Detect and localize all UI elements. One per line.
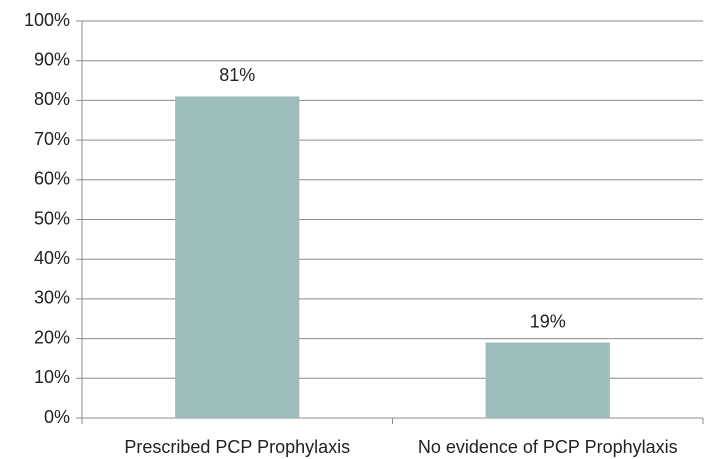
y-tick-label: 40% [34, 248, 70, 268]
y-tick-label: 70% [34, 129, 70, 149]
bar [485, 342, 610, 418]
y-tick-label: 80% [34, 89, 70, 109]
x-tick-label: Prescribed PCP Prophylaxis [124, 437, 350, 457]
data-label: 81% [219, 65, 255, 85]
y-tick-label: 20% [34, 327, 70, 347]
y-tick-label: 0% [44, 407, 70, 427]
y-tick-label: 10% [34, 367, 70, 387]
y-tick-label: 100% [24, 10, 70, 30]
x-tick-label: No evidence of PCP Prophylaxis [418, 437, 678, 457]
y-tick-label: 50% [34, 208, 70, 228]
y-tick-label: 30% [34, 288, 70, 308]
data-label: 19% [530, 311, 566, 331]
y-tick-label: 90% [34, 49, 70, 69]
bar [175, 96, 300, 419]
y-tick-label: 60% [34, 169, 70, 189]
